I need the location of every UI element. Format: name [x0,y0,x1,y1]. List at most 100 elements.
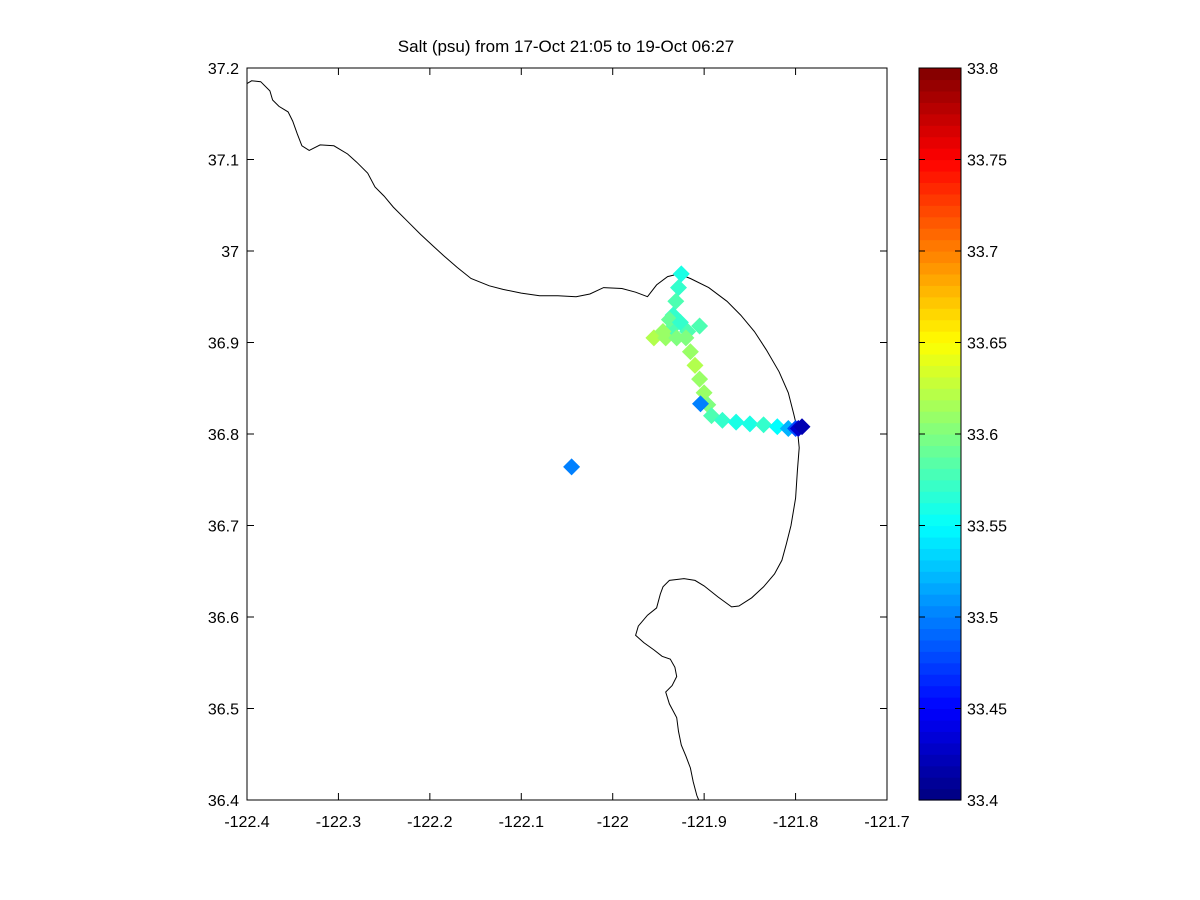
colorbar-band [919,102,961,115]
y-tick-label: 37.2 [208,61,239,78]
y-tick-label: 36.5 [208,702,239,719]
colorbar-band [919,228,961,241]
colorbar-band [919,651,961,664]
colorbar-band [919,216,961,229]
salinity-point [667,292,685,310]
colorbar-band [919,708,961,721]
coastline [247,80,800,800]
salinity-point [713,411,731,429]
colorbar-band [919,159,961,172]
salinity-point [692,395,709,413]
salinity-point [681,343,699,361]
colorbar-band [919,605,961,618]
colorbar-band [919,125,961,138]
colorbar: 33.4 33.45 33.5 33.55 33.6 33.65 33.7 33.75 33.8 [918,61,1007,810]
salinity-point [793,418,811,436]
colorbar-band [919,296,961,309]
salinity-point [768,418,786,436]
chart-title: Salt (psu) from 17-Oct 21:05 to 19-Oct 0… [398,37,734,56]
y-tick-label: 36.8 [208,427,239,444]
salinity-point [672,265,690,283]
colorbar-band [919,754,961,767]
colorbar-band [919,514,961,527]
colorbar-band [919,502,961,515]
colorbar-band [919,319,961,332]
x-tick-label: -122.2 [407,814,452,831]
colorbar-band [919,548,961,561]
colorbar-band [919,331,961,344]
y-tick-label: 36.9 [208,336,239,353]
salinity-point [670,279,687,297]
colorbar-band [919,525,961,538]
colorbar-band [919,434,961,447]
colorbar-band [919,68,961,81]
colorbar-band [919,777,961,790]
colorbar-tick-label: 33.8 [967,61,998,78]
colorbar-band [919,193,961,206]
colorbar-band [919,617,961,630]
colorbar-band [919,697,961,710]
y-tick-label: 36.4 [208,793,239,810]
colorbar-band [919,251,961,264]
colorbar-band [919,674,961,687]
colorbar-band [919,365,961,378]
colorbar-band [919,559,961,572]
x-tick-label: -122.4 [224,814,269,831]
salinity-point [691,317,709,335]
colorbar-band [919,113,961,126]
colorbar-tick-label: 33.6 [967,427,998,444]
y-tick-label: 36.7 [208,519,239,536]
map-axes: -122.4 -122.3 -122.2 -122.1 -122 -121.9 -121.8… [208,61,910,831]
colorbar-band [919,422,961,435]
salinity-point [677,329,695,347]
colorbar-band [919,536,961,549]
colorbar-tick-label: 33.75 [967,153,1007,170]
colorbar-tick-label: 33.4 [967,793,998,810]
colorbar-band [919,285,961,298]
colorbar-band [919,239,961,252]
colorbar-band [919,399,961,412]
plot-frame [246,67,888,801]
colorbar-band [919,491,961,504]
salinity-point [671,313,689,331]
x-tick-label: -121.8 [773,814,818,831]
colorbar-band [919,182,961,195]
x-tick-label: -121.7 [864,814,909,831]
colorbar-band [919,731,961,744]
colorbar-band [919,353,961,366]
salinity-point [691,370,709,388]
plot-area [247,68,887,800]
colorbar-band [919,273,961,286]
colorbar-band [919,308,961,321]
colorbar-tick-label: 33.65 [967,336,1007,353]
x-tick-label: -121.9 [681,814,726,831]
y-tick-label: 37 [221,244,239,261]
colorbar-band [919,742,961,755]
colorbar-band [919,205,961,218]
colorbar-band [919,685,961,698]
colorbar-band [919,262,961,275]
colorbar-band [919,788,961,801]
colorbar-band [919,628,961,641]
colorbar-band [919,90,961,103]
colorbar-band [919,662,961,675]
colorbar-band [919,342,961,355]
colorbar-band [919,456,961,469]
salinity-point [727,413,745,431]
salinity-point [563,458,581,476]
salinity-point [741,415,759,433]
colorbar-band [919,719,961,732]
colorbar-tick-label: 33.7 [967,244,998,261]
colorbar-band [919,411,961,424]
colorbar-band [919,170,961,183]
colorbar-band [919,639,961,652]
colorbar-band [919,582,961,595]
colorbar-band [919,479,961,492]
x-tick-label: -122.1 [499,814,544,831]
salinity-point [755,416,773,434]
colorbar-tick-label: 33.45 [967,702,1007,719]
y-tick-label: 36.6 [208,610,239,627]
y-tick-label: 37.1 [208,153,239,170]
colorbar-band [919,765,961,778]
colorbar-band [919,376,961,389]
